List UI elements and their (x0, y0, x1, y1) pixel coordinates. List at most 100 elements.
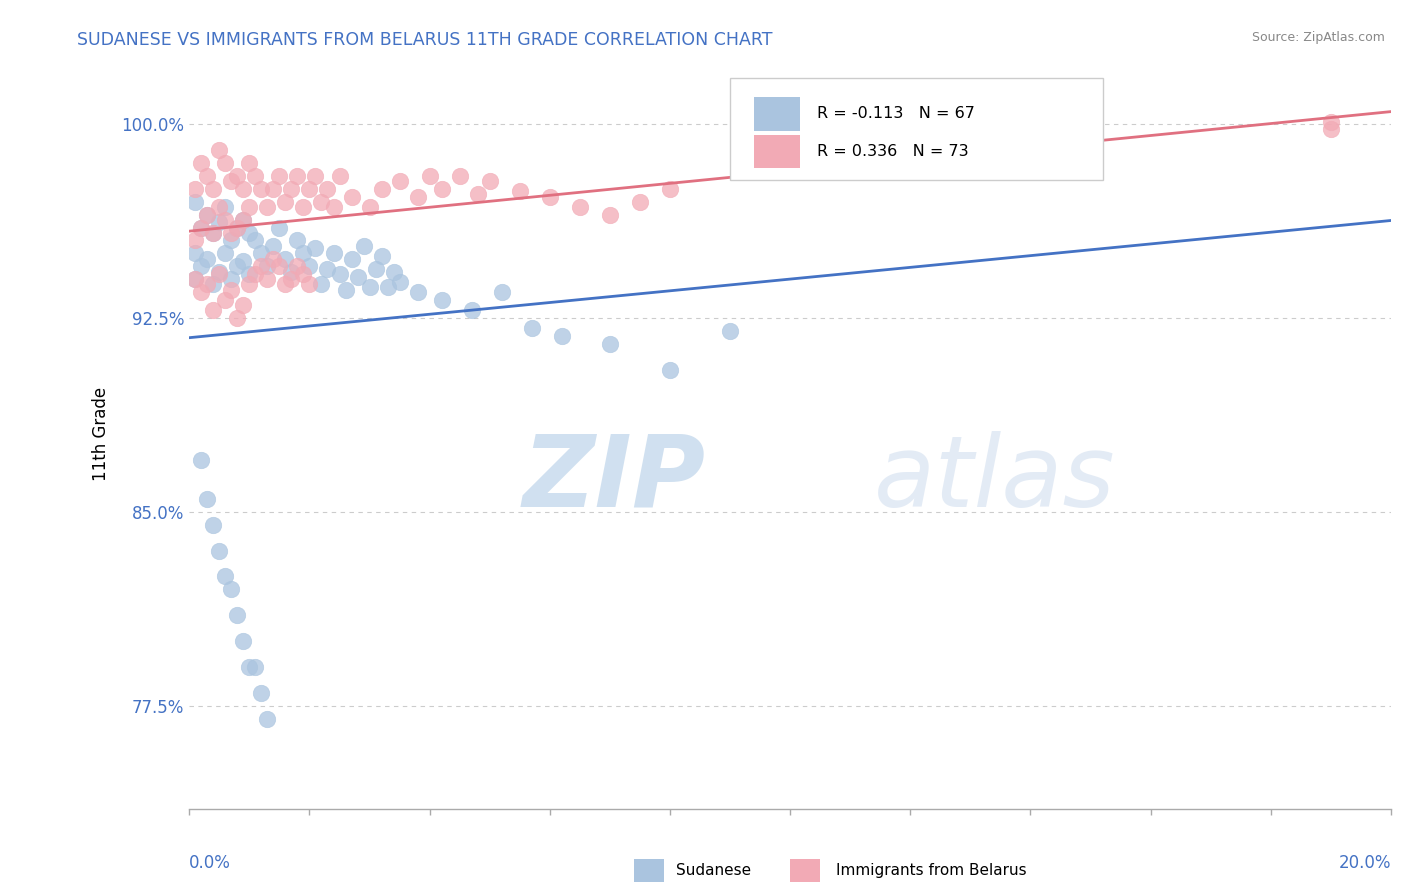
Point (190, 260, 212, 274)
Point (274, 194, 297, 209)
Point (328, 169, 350, 183)
Point (214, 569, 236, 583)
Point (184, 246, 207, 260)
Point (184, 194, 207, 209)
Point (208, 215, 231, 229)
Point (430, 293, 453, 307)
Point (232, 212, 254, 227)
Point (298, 182, 321, 196)
Text: Source: ZipAtlas.com: Source: ZipAtlas.com (1251, 31, 1385, 45)
Point (280, 272, 302, 286)
Bar (790, 859, 820, 881)
Point (226, 220, 249, 235)
Point (340, 189, 363, 203)
Text: Immigrants from Belarus: Immigrants from Belarus (835, 863, 1026, 878)
Point (478, 174, 501, 188)
Point (1320, 122, 1343, 136)
Point (214, 156, 236, 170)
Point (238, 277, 260, 292)
Point (195, 208, 218, 222)
Point (245, 267, 267, 281)
Point (245, 234, 267, 248)
Bar (634, 859, 664, 881)
Point (202, 517, 225, 532)
Point (274, 277, 297, 292)
Text: SUDANESE VS IMMIGRANTS FROM BELARUS 11TH GRADE CORRELATION CHART: SUDANESE VS IMMIGRANTS FROM BELARUS 11TH… (77, 31, 773, 49)
Point (292, 200, 315, 214)
Point (208, 143, 231, 157)
Point (340, 252, 363, 266)
Point (262, 238, 284, 252)
Point (232, 212, 254, 227)
Point (221, 283, 243, 297)
Point (245, 169, 267, 183)
Point (256, 712, 278, 726)
Point (184, 272, 207, 286)
Point (269, 260, 291, 274)
Point (214, 212, 236, 227)
Point (274, 252, 297, 266)
Point (359, 280, 381, 294)
Point (520, 321, 543, 335)
Point (388, 275, 411, 289)
Point (538, 189, 561, 203)
Point (353, 238, 375, 252)
Point (238, 660, 260, 674)
Point (568, 200, 591, 214)
Point (190, 453, 212, 467)
Point (256, 272, 278, 286)
Point (250, 246, 273, 260)
Point (449, 169, 471, 183)
Point (214, 246, 236, 260)
Point (208, 264, 231, 278)
Text: R = 0.336   N = 73: R = 0.336 N = 73 (817, 144, 969, 159)
Point (195, 252, 218, 266)
Point (298, 277, 321, 292)
Point (190, 220, 212, 235)
Text: atlas: atlas (875, 431, 1116, 528)
Point (718, 324, 741, 338)
Point (322, 246, 344, 260)
Point (599, 336, 621, 351)
Point (298, 260, 321, 274)
Point (467, 186, 489, 201)
Point (287, 169, 309, 183)
Point (184, 234, 207, 248)
Point (226, 260, 249, 274)
Point (184, 272, 207, 286)
Point (419, 169, 441, 183)
Point (238, 267, 260, 281)
Point (202, 303, 225, 318)
Point (226, 220, 249, 235)
Point (190, 285, 212, 300)
Text: 20.0%: 20.0% (1339, 854, 1391, 872)
Point (1320, 114, 1343, 128)
Text: ZIP: ZIP (523, 431, 706, 528)
Point (388, 174, 411, 188)
Point (659, 362, 682, 376)
Text: 0.0%: 0.0% (190, 854, 231, 872)
Point (250, 686, 273, 700)
Point (221, 234, 243, 248)
Point (292, 267, 315, 281)
Point (311, 277, 333, 292)
Point (232, 298, 254, 312)
Point (551, 329, 574, 343)
Point (304, 241, 326, 255)
Point (659, 182, 682, 196)
Point (190, 220, 212, 235)
Point (509, 185, 531, 199)
Point (232, 182, 254, 196)
Point (221, 272, 243, 286)
Point (460, 303, 482, 318)
Point (221, 582, 243, 597)
Point (226, 608, 249, 623)
Point (262, 252, 284, 266)
Point (370, 249, 392, 263)
Point (406, 285, 429, 300)
Point (256, 200, 278, 214)
Point (316, 261, 339, 276)
Bar (754, 97, 800, 131)
Point (214, 200, 236, 214)
Point (599, 208, 621, 222)
